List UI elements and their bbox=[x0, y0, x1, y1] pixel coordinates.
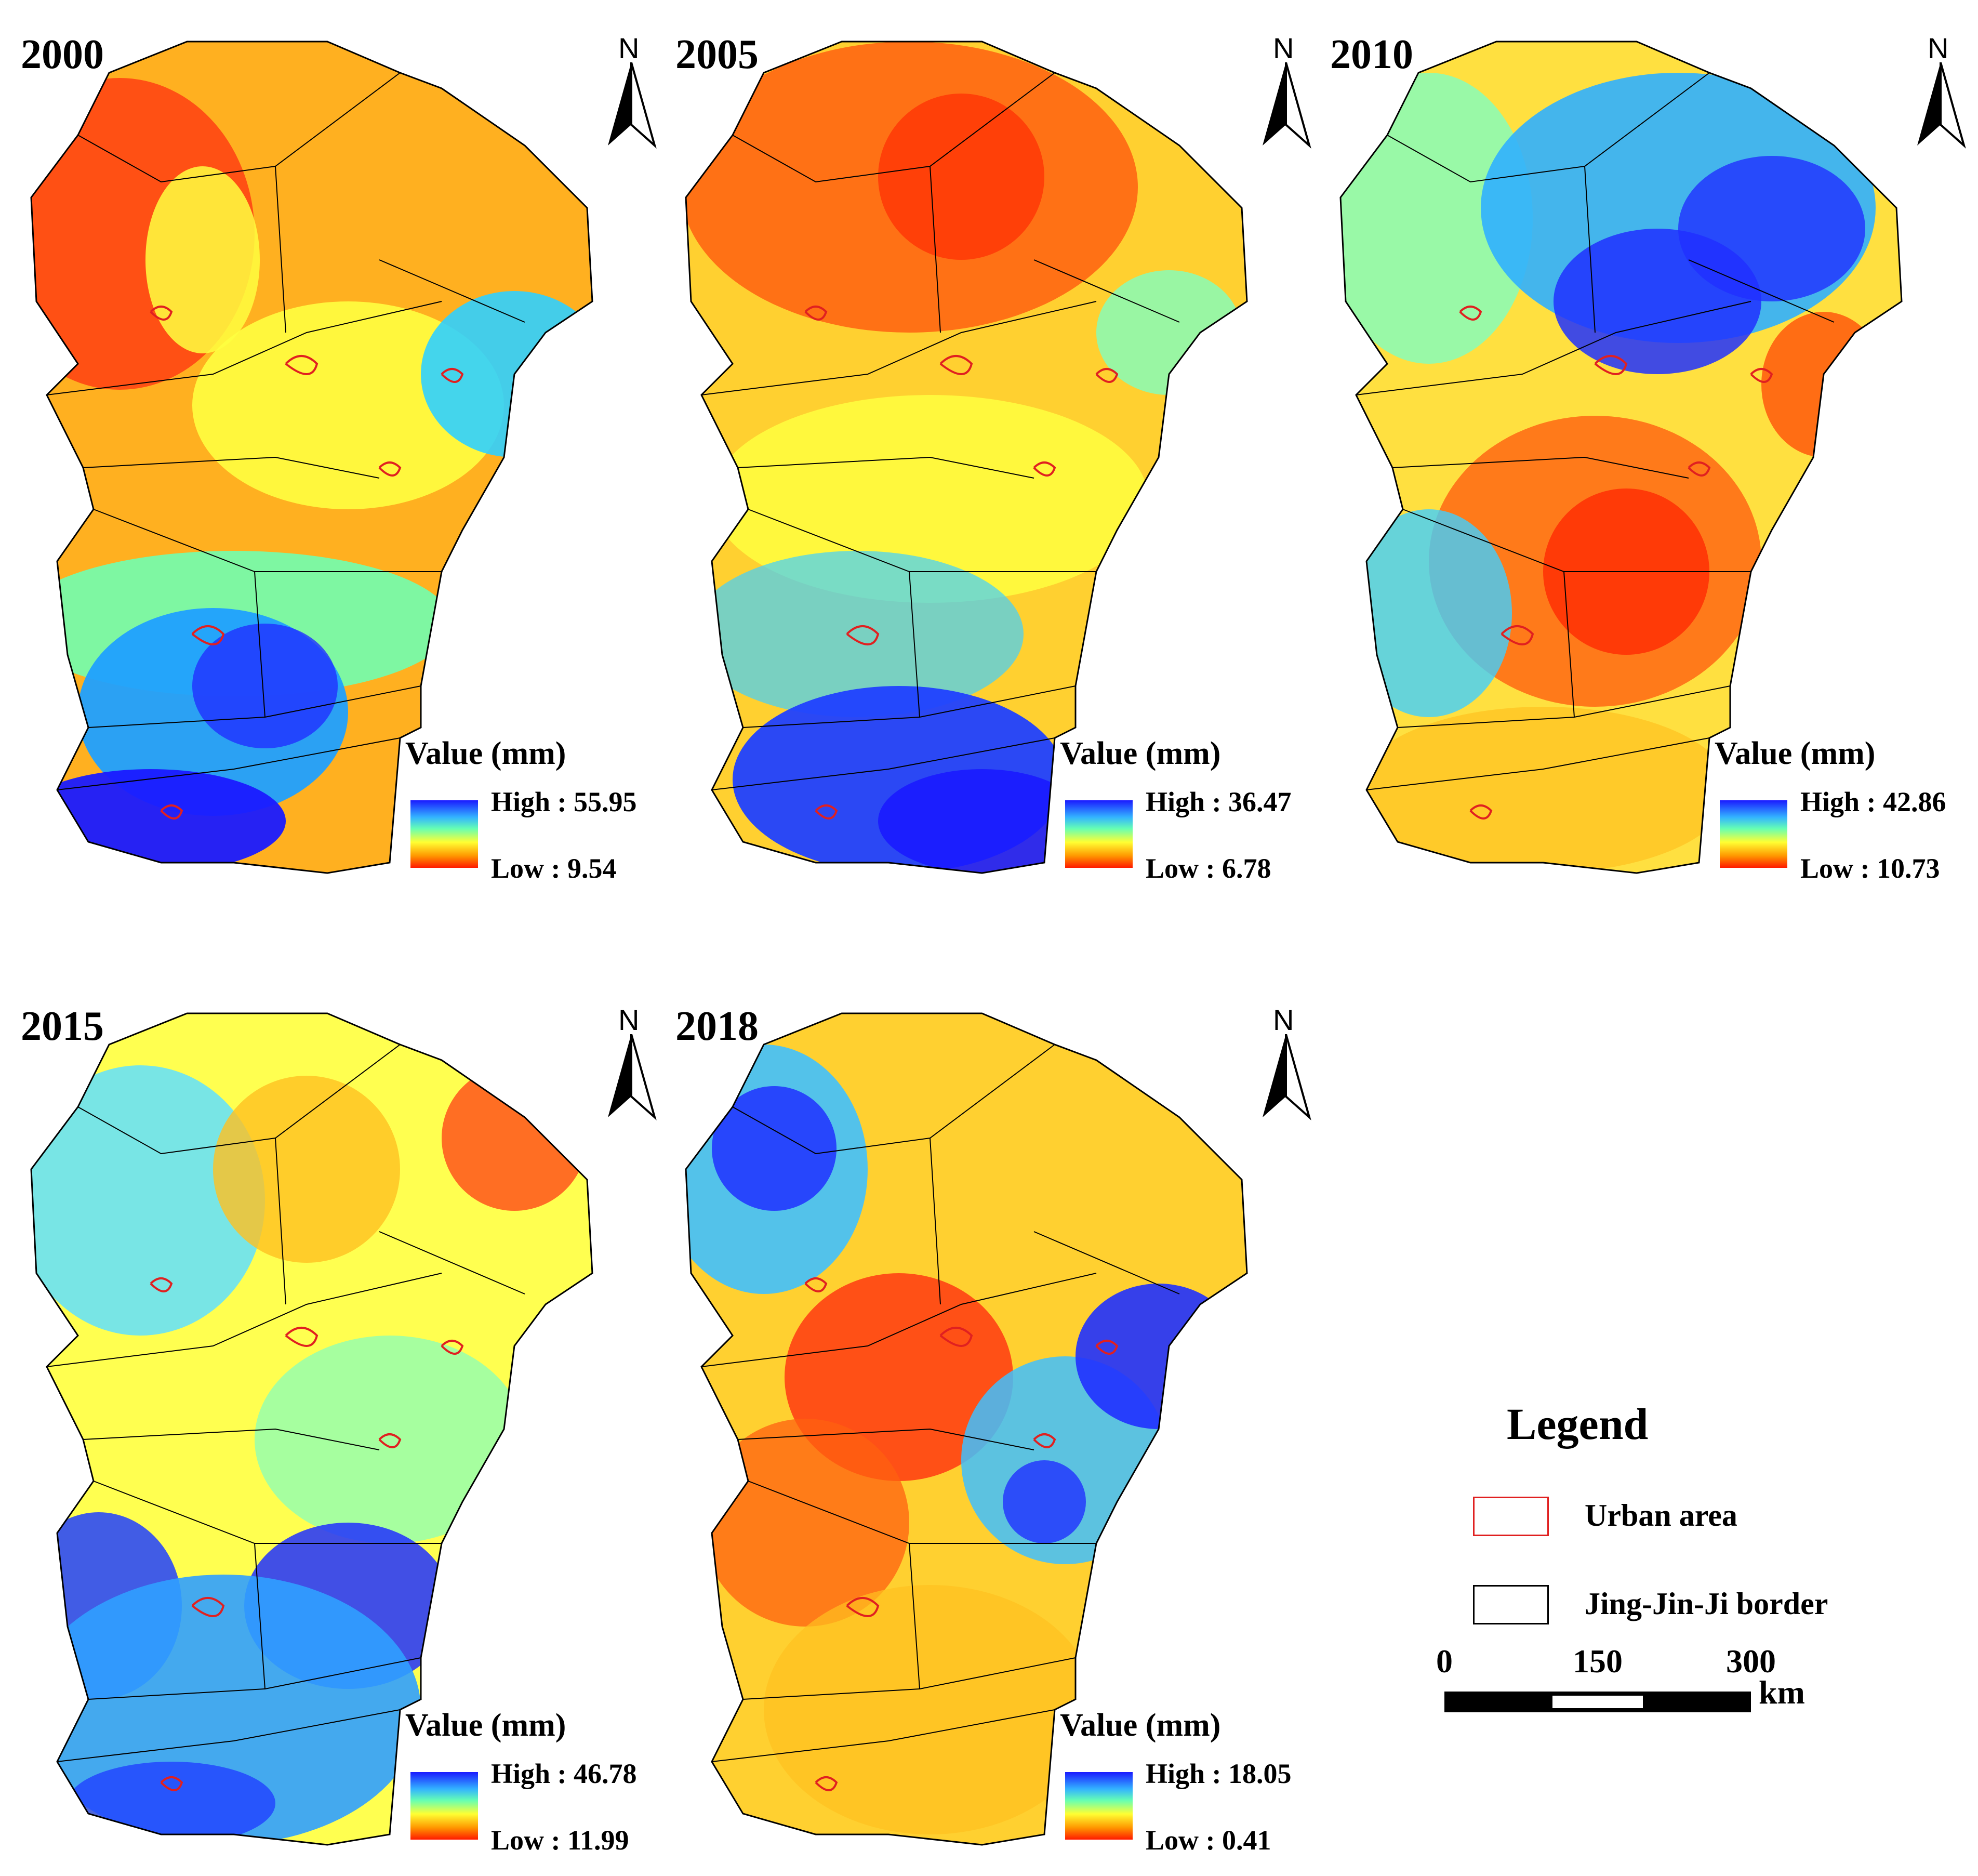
north-arrow-icon: N bbox=[1912, 31, 1969, 149]
scale-segment-black bbox=[1444, 1692, 1548, 1712]
color-ramp bbox=[1065, 800, 1133, 868]
low-label: Low : 0.41 bbox=[1146, 1825, 1271, 1856]
urban-area-swatch bbox=[1473, 1497, 1549, 1536]
year-label: 2015 bbox=[21, 1003, 104, 1049]
high-label: High : 18.05 bbox=[1146, 1758, 1292, 1789]
scale-segment-black-2 bbox=[1647, 1692, 1751, 1712]
north-arrow-icon: N bbox=[603, 31, 660, 149]
high-label: High : 36.47 bbox=[1146, 786, 1292, 817]
value-title: Value (mm) bbox=[405, 736, 566, 771]
map-panel-2005: 2005 N Value (mm) High : 36.47 Low : 6.7… bbox=[670, 10, 1315, 904]
legend-title: Legend bbox=[1507, 1399, 1649, 1449]
north-arrow-icon: N bbox=[1257, 31, 1315, 149]
year-label: 2010 bbox=[1330, 32, 1413, 77]
color-ramp bbox=[1065, 1772, 1133, 1840]
value-title: Value (mm) bbox=[1060, 736, 1221, 771]
heatmap-2018 bbox=[685, 1012, 1248, 1846]
low-label: Low : 11.99 bbox=[491, 1825, 629, 1856]
north-arrow-icon: N bbox=[603, 1003, 660, 1121]
scale-unit: km bbox=[1759, 1674, 1805, 1711]
border-label: Jing-Jin-Ji border bbox=[1585, 1587, 1828, 1621]
heatmap-2000 bbox=[30, 41, 593, 874]
high-label: High : 46.78 bbox=[491, 1758, 637, 1789]
year-label: 2005 bbox=[675, 32, 759, 77]
map-panel-2010: 2010 N Value (mm) High : 42.86 Low : 10.… bbox=[1325, 10, 1969, 904]
low-label: Low : 10.73 bbox=[1800, 853, 1940, 884]
heatmap-2005 bbox=[685, 41, 1248, 874]
scale-bar: 0 150 300 km bbox=[1436, 1642, 1912, 1725]
low-label: Low : 6.78 bbox=[1146, 853, 1271, 884]
legend: Legend Urban area Jing-Jin-Ji border bbox=[1424, 1398, 1891, 1762]
high-label: High : 55.95 bbox=[491, 786, 637, 817]
color-ramp bbox=[410, 1772, 478, 1840]
value-title: Value (mm) bbox=[405, 1708, 566, 1743]
scale-tick-300: 300 bbox=[1726, 1643, 1776, 1680]
map-panel-2000: 2000 N Value (mm) High : 55.95 Low : 9.5… bbox=[16, 10, 660, 904]
year-label: 2018 bbox=[675, 1003, 759, 1049]
scale-tick-150: 150 bbox=[1573, 1643, 1623, 1680]
urban-area-label: Urban area bbox=[1585, 1498, 1737, 1532]
scale-tick-0: 0 bbox=[1436, 1643, 1453, 1680]
low-label: Low : 9.54 bbox=[491, 853, 617, 884]
map-panel-2015: 2015 N Value (mm) High : 46.78 Low : 11.… bbox=[16, 982, 660, 1876]
value-title: Value (mm) bbox=[1715, 736, 1876, 771]
year-label: 2000 bbox=[21, 32, 104, 77]
scale-segment-white bbox=[1548, 1692, 1647, 1712]
color-ramp bbox=[1720, 800, 1787, 868]
map-panel-2018: 2018 N Value (mm) High : 18.05 Low : 0.4… bbox=[670, 982, 1315, 1876]
border-swatch bbox=[1473, 1585, 1549, 1624]
value-title: Value (mm) bbox=[1060, 1708, 1221, 1743]
heatmap-2010 bbox=[1339, 41, 1903, 874]
heatmap-2015 bbox=[30, 1012, 593, 1846]
high-label: High : 42.86 bbox=[1800, 786, 1946, 817]
north-arrow-icon: N bbox=[1257, 1003, 1315, 1121]
color-ramp bbox=[410, 800, 478, 868]
